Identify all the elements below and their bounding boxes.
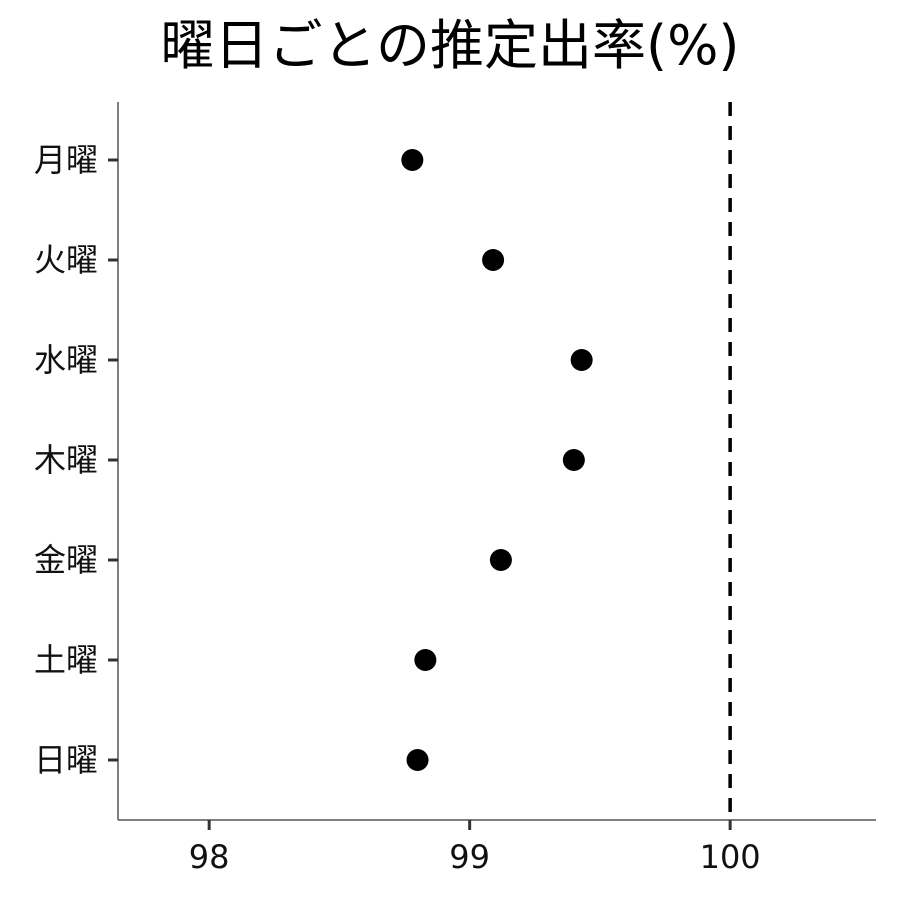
data-point [570,349,593,371]
data-point [401,149,424,171]
y-tick-label: 水曜 [34,341,98,379]
x-tick-label: 98 [189,838,230,876]
y-tick-label: 土曜 [34,641,98,679]
x-axis-ticks: 98 99 100 [189,820,761,876]
data-point [482,249,505,271]
data-point [414,649,437,671]
axes [117,102,876,821]
y-tick-label: 月曜 [34,141,98,179]
data-points [401,149,593,771]
y-tick-label: 金曜 [34,541,98,579]
data-point [489,549,512,571]
data-point [406,749,429,771]
x-tick-label: 100 [700,838,761,876]
data-point [562,449,585,471]
y-tick-label: 木曜 [34,441,98,479]
y-tick-label: 火曜 [34,241,98,279]
x-tick-label: 99 [449,838,490,876]
chart-title: 曜日ごとの推定出率(%) [160,14,740,77]
y-tick-label: 日曜 [34,741,98,779]
